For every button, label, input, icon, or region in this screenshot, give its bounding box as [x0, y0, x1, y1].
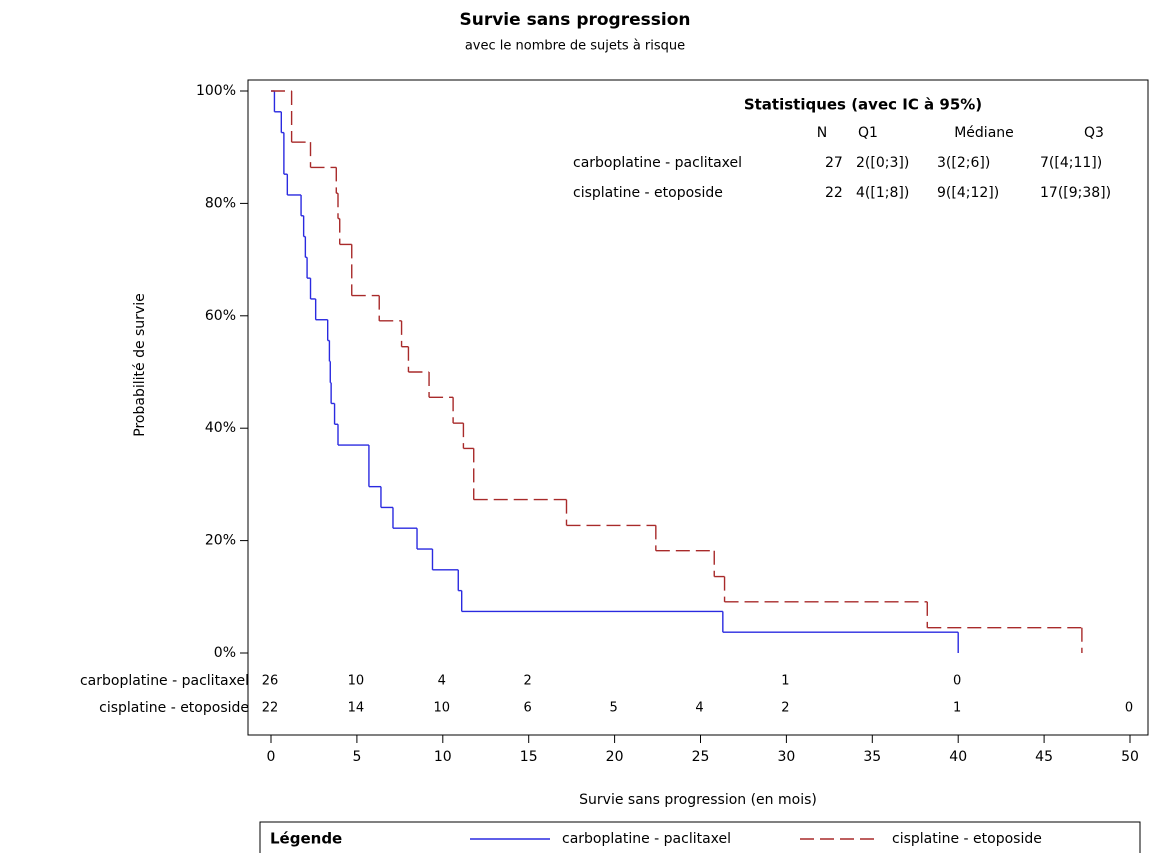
- risk-count: 4: [438, 674, 446, 689]
- legend-label: cisplatine - etoposide: [892, 831, 1042, 847]
- risk-count: 22: [262, 701, 279, 716]
- y-tick-label: 80%: [205, 195, 236, 211]
- stats-cell: 27: [825, 155, 843, 171]
- risk-count: 4: [695, 701, 703, 716]
- legend-label: carboplatine - paclitaxel: [562, 831, 731, 847]
- plot-frame: [247, 79, 1149, 736]
- y-tick-label: 20%: [205, 533, 236, 549]
- x-tick-label: 0: [267, 749, 276, 765]
- legend-box: [259, 821, 1141, 857]
- legend-title: Légende: [270, 830, 342, 848]
- x-tick-label: 40: [949, 749, 967, 765]
- risk-count: 6: [524, 701, 532, 716]
- stats-title: Statistiques (avec IC à 95%): [744, 96, 982, 114]
- stats-header: Médiane: [954, 125, 1014, 141]
- stats-cell: 4([1;8]): [856, 185, 909, 201]
- risk-count: 5: [609, 701, 617, 716]
- stats-cell: 9([4;12]): [937, 185, 999, 201]
- x-axis-title: Survie sans progression (en mois): [579, 792, 817, 808]
- stats-cell: 22: [825, 185, 843, 201]
- chart-subtitle: avec le nombre de sujets à risque: [465, 39, 685, 54]
- risk-count: 0: [1125, 701, 1133, 716]
- y-tick-label: 0%: [214, 645, 236, 661]
- risk-count: 10: [348, 674, 365, 689]
- chart-title: Survie sans progression: [460, 10, 691, 30]
- stats-cell: 7([4;11]): [1040, 155, 1102, 171]
- stats-header: Q1: [858, 125, 878, 141]
- stats-row-label: cisplatine - etoposide: [573, 185, 723, 201]
- risk-count: 2: [781, 701, 789, 716]
- x-tick-label: 35: [863, 749, 881, 765]
- stats-cell: 17([9;38]): [1040, 185, 1111, 201]
- x-tick-label: 5: [352, 749, 361, 765]
- stats-header: Q3: [1084, 125, 1104, 141]
- y-axis-title: Probabilité de survie: [132, 293, 148, 436]
- y-tick-label: 40%: [205, 420, 236, 436]
- y-tick-label: 60%: [205, 308, 236, 324]
- y-tick-label: 100%: [196, 83, 236, 99]
- stats-cell: 3([2;6]): [937, 155, 990, 171]
- x-tick-label: 30: [777, 749, 795, 765]
- risk-count: 26: [262, 674, 279, 689]
- stats-cell: 2([0;3]): [856, 155, 909, 171]
- x-tick-label: 15: [520, 749, 538, 765]
- risk-count: 2: [524, 674, 532, 689]
- risk-count: 1: [953, 701, 961, 716]
- risk-count: 0: [953, 674, 961, 689]
- x-tick-label: 25: [692, 749, 710, 765]
- stats-header: N: [817, 125, 827, 141]
- x-tick-label: 20: [606, 749, 624, 765]
- x-tick-label: 45: [1035, 749, 1053, 765]
- x-tick-label: 10: [434, 749, 452, 765]
- risk-count: 10: [434, 701, 451, 716]
- risk-row-label: carboplatine - paclitaxel: [80, 673, 249, 689]
- stats-row-label: carboplatine - paclitaxel: [573, 155, 742, 171]
- risk-count: 1: [781, 674, 789, 689]
- x-tick-label: 50: [1121, 749, 1139, 765]
- risk-count: 14: [348, 701, 365, 716]
- risk-row-label: cisplatine - etoposide: [99, 700, 249, 716]
